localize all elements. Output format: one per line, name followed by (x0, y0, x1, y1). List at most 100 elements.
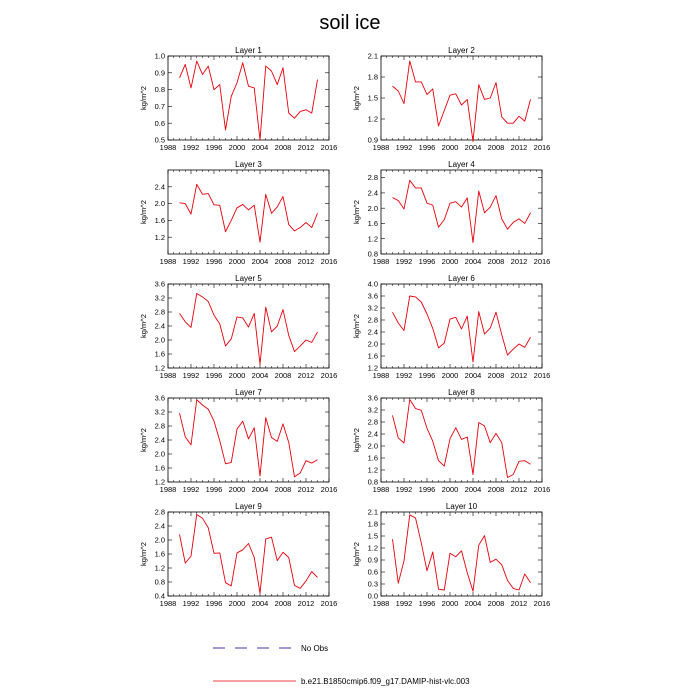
y-tick-label: 0.3 (368, 580, 378, 589)
y-tick-label: 2.1 (368, 508, 378, 517)
plot-frame (167, 397, 330, 483)
x-tick-label: 2000 (229, 371, 246, 380)
y-tick-label: 0.5 (155, 136, 165, 145)
series-line (392, 514, 531, 592)
plot-frame (380, 397, 543, 483)
x-tick-label: 1992 (183, 599, 200, 608)
x-tick-label: 2012 (511, 371, 528, 380)
x-tick-label: 2004 (465, 599, 482, 608)
y-tick-label: 1.0 (155, 52, 165, 61)
y-tick-label: 4.0 (368, 280, 378, 289)
panel-1: Layer 1 1988 1992 1996 2000 2004 2008 2012 2016 0… (139, 46, 337, 152)
x-tick-label: 2000 (442, 257, 459, 266)
x-tick-label: 2000 (442, 371, 459, 380)
y-tick-label: 2.0 (368, 340, 378, 349)
x-tick-label: 1988 (373, 143, 390, 152)
legend-obs-label: No Obs (301, 644, 328, 653)
y-tick-label: 3.6 (155, 394, 165, 403)
x-tick-label: 2004 (252, 257, 269, 266)
panel-7: Layer 7 1988 1992 1996 2000 2004 2008 2012 2016 1… (139, 388, 337, 494)
y-tick-label: 0.6 (368, 568, 378, 577)
panel-10: Layer 10 1988 1992 1996 2000 2004 2008 2012 2016… (352, 502, 550, 608)
x-tick-label: 2012 (298, 599, 315, 608)
y-axis-label: kg/m^2 (139, 314, 148, 338)
y-tick-label: 2.8 (368, 173, 378, 182)
x-tick-label: 2016 (321, 371, 338, 380)
panel-8: Layer 8 1988 1992 1996 2000 2004 2008 2012 2016 0… (352, 388, 550, 494)
y-tick-label: 2.8 (368, 418, 378, 427)
x-tick-label: 2012 (511, 599, 528, 608)
x-tick-label: 2008 (488, 257, 505, 266)
x-tick-label: 2012 (511, 257, 528, 266)
x-tick-label: 1988 (373, 599, 390, 608)
x-tick-label: 1996 (419, 257, 436, 266)
x-tick-label: 1988 (373, 485, 390, 494)
y-tick-label: 1.2 (155, 233, 165, 242)
panel-title: Layer 10 (446, 502, 478, 511)
panel-2: Layer 2 1988 1992 1996 2000 2004 2008 2012 2016 0… (352, 46, 550, 152)
x-tick-label: 1996 (419, 485, 436, 494)
y-tick-label: 0.9 (155, 68, 165, 77)
series-line (392, 179, 531, 244)
legend-model-label: b.e21.B1850cmip6.f09_g17.DAMIP-hist-vlc.… (301, 677, 470, 686)
series-line (392, 399, 531, 478)
x-tick-label: 2000 (442, 143, 459, 152)
x-tick-label: 1992 (183, 371, 200, 380)
y-tick-label: 1.8 (368, 520, 378, 529)
x-tick-label: 2000 (229, 257, 246, 266)
y-axis-label: kg/m^2 (139, 200, 148, 224)
x-tick-label: 2012 (298, 257, 315, 266)
y-axis-label: kg/m^2 (352, 428, 361, 452)
x-tick-label: 1996 (206, 371, 223, 380)
y-tick-label: 2.0 (368, 204, 378, 213)
plot-frame (167, 55, 330, 141)
x-tick-label: 2008 (275, 485, 292, 494)
x-tick-label: 2008 (275, 143, 292, 152)
series-line (392, 295, 531, 363)
x-tick-label: 2012 (298, 485, 315, 494)
x-tick-label: 2000 (229, 143, 246, 152)
y-tick-label: 1.6 (155, 550, 165, 559)
x-tick-label: 1988 (373, 371, 390, 380)
y-tick-label: 1.6 (155, 464, 165, 473)
panel-5: Layer 5 1988 1992 1996 2000 2004 2008 2012 2016 1… (139, 274, 337, 380)
panel-title: Layer 1 (235, 46, 262, 55)
y-tick-label: 2.4 (155, 436, 165, 445)
y-axis-label: kg/m^2 (352, 86, 361, 110)
panel-title: Layer 6 (448, 274, 475, 283)
x-tick-label: 2012 (298, 143, 315, 152)
y-axis-label: kg/m^2 (352, 200, 361, 224)
x-tick-label: 2004 (252, 485, 269, 494)
y-tick-label: 3.6 (368, 394, 378, 403)
x-tick-label: 2004 (465, 485, 482, 494)
series-line (179, 183, 318, 243)
y-tick-label: 0.8 (155, 85, 165, 94)
x-tick-label: 1992 (183, 485, 200, 494)
figure-title: soil ice (319, 12, 380, 34)
x-tick-label: 2000 (229, 599, 246, 608)
y-tick-label: 3.2 (368, 304, 378, 313)
y-axis-label: kg/m^2 (352, 314, 361, 338)
y-tick-label: 2.4 (155, 322, 165, 331)
x-tick-label: 1988 (160, 599, 177, 608)
x-tick-label: 2004 (465, 143, 482, 152)
y-tick-label: 0.0 (368, 592, 378, 601)
x-tick-label: 1992 (396, 371, 413, 380)
x-tick-label: 2004 (252, 371, 269, 380)
y-tick-label: 0.8 (368, 250, 378, 259)
series-line (179, 293, 318, 365)
x-tick-label: 2012 (511, 143, 528, 152)
panel-3: Layer 3 1988 1992 1996 2000 2004 2008 2012 2016 1… (139, 160, 337, 266)
y-tick-label: 2.8 (155, 308, 165, 317)
x-tick-label: 2016 (321, 257, 338, 266)
legend: No Obs b.e21.B1850cmip6.f09_g17.DAMIP-hi… (213, 644, 470, 686)
y-tick-label: 0.9 (368, 556, 378, 565)
series-line (179, 514, 318, 594)
x-tick-label: 2000 (229, 485, 246, 494)
x-tick-label: 2008 (275, 371, 292, 380)
y-tick-label: 3.2 (368, 406, 378, 415)
y-tick-label: 1.2 (368, 466, 378, 475)
y-tick-label: 2.4 (368, 430, 378, 439)
x-tick-label: 2012 (511, 485, 528, 494)
x-tick-label: 2004 (465, 371, 482, 380)
